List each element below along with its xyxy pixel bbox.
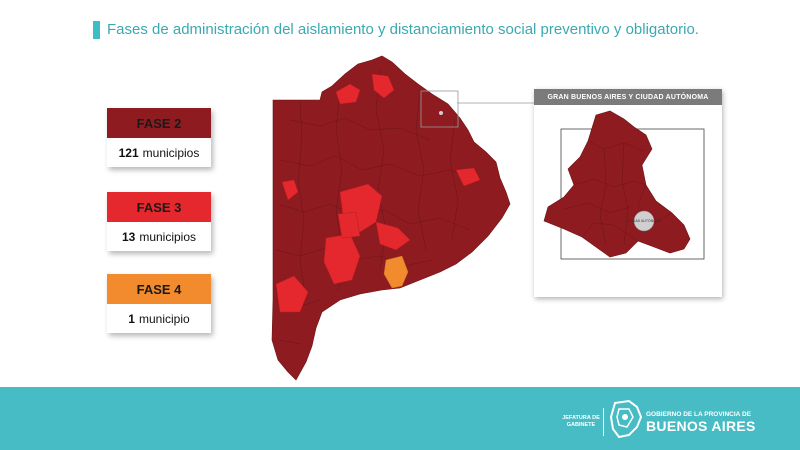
title-accent-bar xyxy=(93,21,100,39)
legend-fase-4: FASE 4 1 municipio xyxy=(107,274,211,333)
jefatura-label: JEFATURA DE GABINETE xyxy=(562,415,600,428)
inset-connector xyxy=(457,102,535,104)
gov-line-2: BUENOS AIRES xyxy=(646,418,756,434)
legend-fase-4-unit: municipio xyxy=(138,311,190,326)
legend-fase-3-unit: municipios xyxy=(139,229,197,244)
gba-borders xyxy=(563,140,673,246)
legend-fase-2: FASE 2 121 municipios xyxy=(107,108,211,167)
province-shape xyxy=(271,55,511,381)
gba-shape xyxy=(543,110,691,258)
inset-locator-box xyxy=(420,90,459,128)
legend-fase-3-label: FASE 3 xyxy=(107,192,211,222)
legend-fase-4-label: FASE 4 xyxy=(107,274,211,304)
legend-fase-3: FASE 3 13 municipios xyxy=(107,192,211,251)
page-title: Fases de administración del aislamiento … xyxy=(107,21,699,38)
province-map xyxy=(271,55,511,381)
caba-label: CIUDAD AUTÓNOMA xyxy=(627,218,662,223)
inset-map: CIUDAD AUTÓNOMA xyxy=(543,110,705,260)
caba-marker xyxy=(439,111,443,115)
legend-fase-3-number: 13 xyxy=(121,229,136,244)
footer-bar xyxy=(0,387,800,450)
caba-area xyxy=(633,210,655,232)
legend-fase-2-number: 121 xyxy=(118,145,139,160)
fase-4-municipality xyxy=(383,255,409,289)
legend-fase-4-count: 1 municipio xyxy=(107,304,211,333)
legend-fase-4-number: 1 xyxy=(128,311,135,326)
fase-3-municipalities xyxy=(275,73,481,313)
inset-panel: GRAN BUENOS AIRES Y CIUDAD AUTÓNOMA CIUD… xyxy=(534,89,722,297)
footer-separator xyxy=(603,408,604,436)
legend-fase-2-label: FASE 2 xyxy=(107,108,211,138)
legend-fase-2-count: 121 municipios xyxy=(107,138,211,167)
legend-fase-3-count: 13 municipios xyxy=(107,222,211,251)
gov-line-1: GOBIERNO DE LA PROVINCIA DE xyxy=(646,411,751,418)
legend-fase-2-unit: municipios xyxy=(142,145,200,160)
inset-title: GRAN BUENOS AIRES Y CIUDAD AUTÓNOMA xyxy=(534,89,722,105)
province-logo-icon xyxy=(609,399,643,439)
